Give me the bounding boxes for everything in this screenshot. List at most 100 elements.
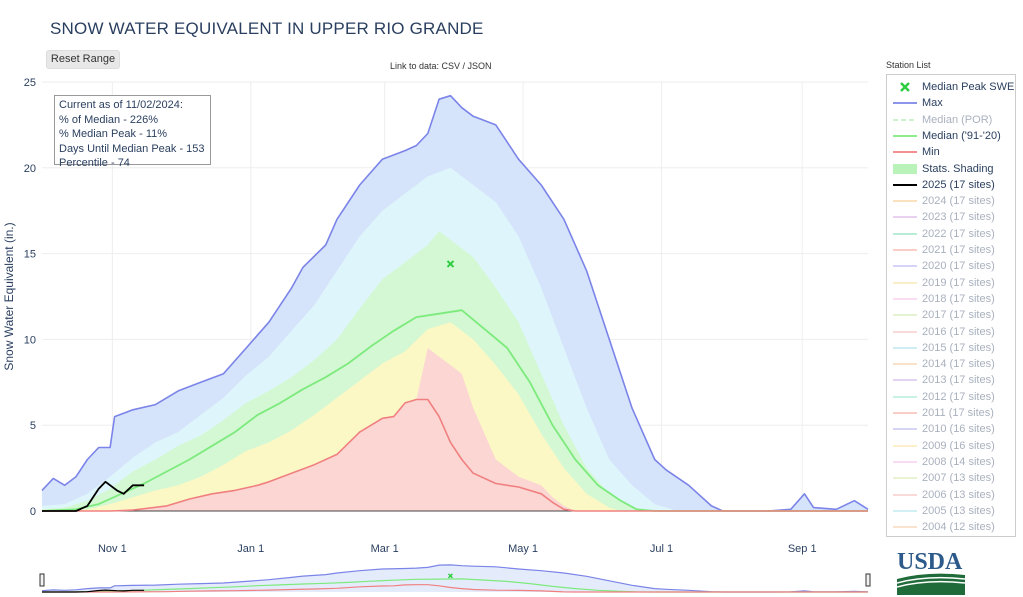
legend-item[interactable]: 2016 (17 sites) (887, 324, 1015, 340)
legend-item[interactable]: Max (887, 95, 1015, 111)
legend-label: Median ('91-'20) (922, 129, 1001, 142)
current-status-box: Current as of 11/02/2024: % of Median - … (54, 95, 211, 169)
legend-label: 2006 (13 sites) (922, 488, 995, 501)
legend-item[interactable]: 2024 (17 sites) (887, 193, 1015, 209)
series-median-91-20 (41, 309, 868, 512)
legend-item[interactable]: Stats. Shading (887, 161, 1015, 177)
legend-label: 2023 (17 sites) (922, 211, 995, 224)
y-tick-label: 5 (30, 420, 36, 432)
reset-range-button[interactable]: Reset Range (46, 50, 120, 69)
legend-label: 2005 (13 sites) (922, 504, 995, 517)
legend-item[interactable]: Min (887, 144, 1015, 160)
series-2025-17-sites (42, 480, 145, 512)
legend-symbol (893, 281, 917, 284)
legend-symbol (893, 163, 917, 174)
series-max (41, 94, 869, 512)
legend-label: 2025 (17 sites) (922, 178, 995, 191)
legend-symbol (893, 412, 917, 414)
status-pct-median: % of Median - 226% (59, 113, 159, 126)
range-slider-series (42, 589, 145, 593)
legend-item[interactable]: 2005 (13 sites) (887, 503, 1015, 519)
legend-label: 2011 (17 sites) (922, 407, 994, 419)
y-tick-label: 0 (30, 506, 36, 518)
legend-item[interactable]: 2008 (14 sites) (887, 454, 1015, 470)
legend-label: 2021 (17 sites) (922, 244, 995, 256)
x-tick-label: Jan 1 (237, 543, 264, 555)
legend-label: Median (POR) (922, 113, 993, 126)
legend-item[interactable]: Median ('91-'20) (887, 128, 1015, 144)
legend-label: 2007 (13 sites) (922, 472, 995, 485)
y-tick-label: 15 (24, 249, 36, 261)
legend-label: 2010 (16 sites) (922, 423, 995, 436)
legend-item[interactable]: 2022 (17 sites) (887, 226, 1015, 242)
legend-symbol (893, 493, 917, 496)
legend-label: Stats. Shading (922, 162, 994, 175)
x-tick-label: Jul 1 (650, 543, 673, 555)
legend-item[interactable]: 2017 (17 sites) (887, 307, 1015, 323)
legend-symbol (893, 216, 917, 219)
range-handle-right[interactable] (865, 573, 871, 587)
legend-item[interactable]: 2007 (13 sites) (887, 470, 1015, 486)
status-percentile: Percentile - 74 (59, 157, 130, 169)
legend-symbol (893, 460, 917, 463)
legend-symbol (893, 526, 917, 528)
legend-symbol (893, 200, 917, 202)
y-axis-label: Snow Water Equivalent (in.) (2, 222, 16, 370)
legend-symbol (893, 297, 917, 300)
band-min (42, 348, 868, 511)
station-list-label: Station List (886, 60, 931, 70)
legend-panel[interactable]: Median Peak SWE Max Median (POR) Median ('9… (886, 74, 1016, 537)
page-title: SNOW WATER EQUIVALENT IN UPPER RIO GRAND… (50, 19, 484, 38)
status-days-until-peak: Days Until Median Peak - 153 (59, 142, 205, 155)
legend-item[interactable]: 2020 (17 sites) (887, 258, 1015, 274)
legend-item[interactable]: 2015 (17 sites) (887, 340, 1015, 356)
status-pct-median-peak: % Median Peak - 11% (59, 128, 168, 140)
status-date: Current as of 11/02/2024: (59, 99, 183, 111)
legend-symbol (893, 346, 917, 349)
usda-logo-text: USDA (897, 549, 963, 575)
data-link[interactable]: Link to data: CSV / JSON (390, 61, 492, 71)
legend-label: 2004 (12 sites) (922, 521, 995, 534)
legend-symbol (893, 265, 917, 268)
legend-item[interactable]: Median Peak SWE (887, 79, 1015, 95)
median-peak-marker (446, 260, 455, 268)
legend-label: 2020 (17 sites) (922, 260, 995, 273)
legend-item[interactable]: 2014 (17 sites) (887, 356, 1015, 372)
legend-label: 2014 (17 sites) (922, 358, 995, 371)
legend-symbol (893, 118, 917, 121)
legend-symbol (893, 102, 917, 105)
range-slider-series (42, 584, 868, 593)
legend-item[interactable]: 2021 (17 sites) (887, 242, 1015, 258)
legend-symbol (900, 82, 910, 92)
series-min (42, 398, 868, 512)
legend-label: Max (922, 97, 943, 110)
legend-label: 2016 (17 sites) (922, 325, 995, 338)
legend-symbol (893, 330, 917, 333)
legend-symbol (893, 232, 917, 235)
legend-item[interactable]: 2019 (17 sites) (887, 275, 1015, 291)
range-handle-left[interactable] (39, 573, 45, 587)
legend-item[interactable]: 2018 (17 sites) (887, 291, 1015, 307)
legend-symbol (893, 249, 917, 251)
legend-label: 2019 (17 sites) (922, 276, 995, 289)
legend-item[interactable]: Median (POR) (887, 112, 1015, 128)
legend-item[interactable]: 2004 (12 sites) (887, 519, 1015, 535)
legend-item[interactable]: 2011 (17 sites) (887, 405, 1015, 421)
legend-item[interactable]: 2006 (13 sites) (887, 487, 1015, 503)
legend-item[interactable]: 2012 (17 sites) (887, 389, 1015, 405)
x-tick-label: Sep 1 (788, 543, 817, 555)
legend-label: 2009 (16 sites) (922, 439, 995, 452)
legend-label: 2008 (14 sites) (922, 455, 995, 468)
legend-item[interactable]: 2025 (17 sites) (887, 177, 1015, 193)
legend-label: Min (922, 146, 940, 159)
legend-symbol (893, 428, 917, 431)
legend-symbol (893, 509, 917, 512)
legend-item[interactable]: 2013 (17 sites) (887, 372, 1015, 388)
legend-item[interactable]: 2023 (17 sites) (887, 209, 1015, 225)
legend-symbol (893, 314, 917, 317)
legend-symbol (893, 395, 917, 398)
legend-label: 2024 (17 sites) (922, 195, 995, 208)
legend-item[interactable]: 2010 (16 sites) (887, 421, 1015, 437)
legend-item[interactable]: 2009 (16 sites) (887, 438, 1015, 454)
